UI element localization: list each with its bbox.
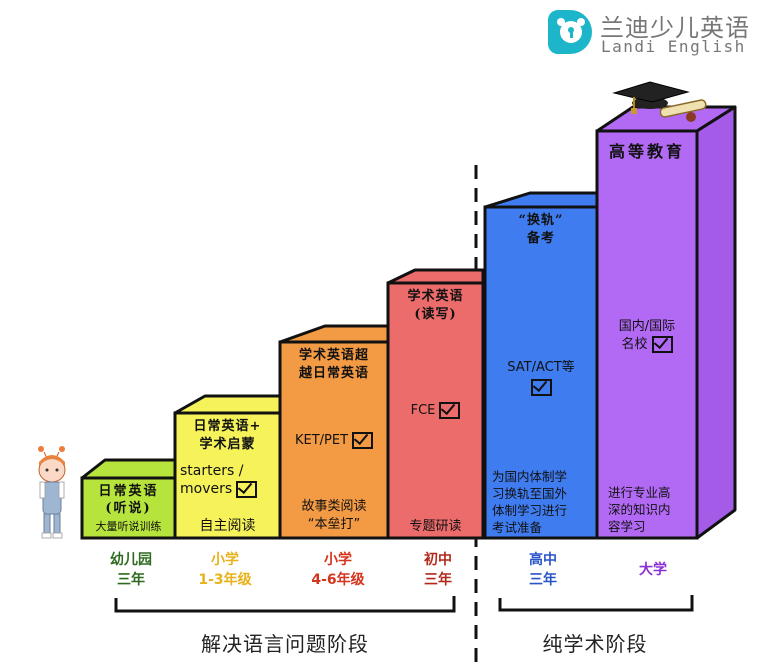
step-university-bottom: 进行专业高 深的知识内 容学习 (608, 485, 671, 534)
cartoon-girl-icon (38, 446, 66, 539)
checkbox-icon (352, 432, 374, 449)
checkbox-icon (651, 336, 673, 353)
stage1-bracket (114, 596, 456, 613)
step-primary-1-3-exam: starters / movers (180, 462, 280, 498)
step-junior-high-bottom: 专题研读 (409, 519, 462, 534)
step-primary-1-3-block (173, 394, 282, 540)
brand-name-en: Landi English (601, 37, 746, 56)
step-junior-high-block (386, 268, 485, 540)
checkbox-icon (236, 480, 258, 498)
step-kindergarten-title: 日常英语 (听说) (98, 484, 159, 516)
stage-label-academic: 纯学术阶段 (542, 632, 648, 656)
step-senior-high-title: “换轨” 备考 (518, 213, 564, 246)
step-junior-high-title: 学术英语 (读写) (407, 289, 464, 322)
step-university-title: 高等教育 (608, 142, 685, 161)
grade-label-junior-high: 初中 三年 (424, 552, 452, 588)
step-junior-high-exam: FCE (388, 402, 483, 419)
step-kindergarten-block (80, 458, 177, 540)
step-primary-4-6-block (278, 324, 390, 540)
grade-label-senior-high: 高中 三年 (529, 552, 557, 588)
step-university-schools: 国内/国际 名校 (618, 319, 676, 353)
step-primary-4-6-exam: KET/PET (280, 432, 388, 449)
grade-label-kindergarten: 幼儿园 三年 (110, 552, 152, 588)
checkbox-icon (439, 402, 461, 419)
brand-name-cn: 兰迪少儿英语 (600, 14, 750, 42)
step-primary-4-6-title: 学术英语超 越日常英语 (298, 348, 369, 381)
step-university-block (595, 105, 737, 540)
grade-label-university: 大学 (639, 562, 667, 578)
grade-label-primary-1-3: 小学 1-3年级 (198, 552, 252, 588)
step-kindergarten-bottom: 大量听说训练 (95, 520, 162, 533)
stage-label-language: 解决语言问题阶段 (201, 632, 369, 656)
brand-logo: 兰迪少儿英语 Landi English (548, 10, 758, 62)
step-primary-1-3-bottom: 自主阅读 (199, 518, 256, 534)
step-senior-high-block (483, 191, 599, 540)
bear-keyhole-icon (548, 10, 592, 54)
step-senior-high-exam: SAT/ACT等 (485, 358, 597, 398)
step-primary-1-3-title: 日常英语+ 学术启蒙 (193, 419, 262, 452)
stage2-bracket (498, 595, 694, 612)
checkbox-icon (530, 379, 552, 396)
grade-label-primary-4-6: 小学 4-6年级 (311, 552, 365, 588)
step-primary-4-6-bottom: 故事类阅读 “本垒打” (301, 499, 367, 532)
step-senior-high-bottom: 为国内体制学 习换轨至国外 体制学习进行 考试准备 (492, 469, 568, 535)
graduation-cap-and-diploma-icon (612, 81, 707, 122)
